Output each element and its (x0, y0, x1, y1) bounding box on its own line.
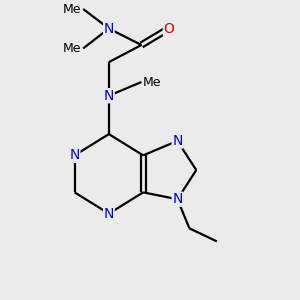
Text: N: N (104, 89, 114, 103)
Text: N: N (172, 134, 183, 148)
Text: Me: Me (143, 76, 162, 88)
Text: N: N (172, 192, 183, 206)
Text: N: N (104, 22, 114, 35)
Text: Me: Me (63, 2, 82, 16)
Text: N: N (69, 148, 80, 162)
Text: N: N (104, 207, 114, 220)
Text: Me: Me (63, 42, 82, 55)
Text: O: O (164, 22, 174, 35)
